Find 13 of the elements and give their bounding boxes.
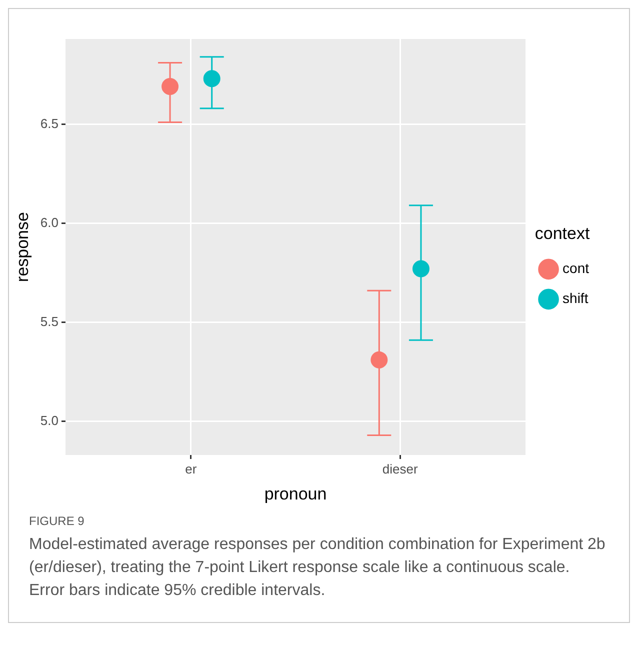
- y-tick-label: 6.0: [40, 214, 58, 230]
- legend-label: shift: [562, 290, 588, 306]
- y-tick-label: 5.5: [40, 314, 58, 329]
- y-tick-label: 6.5: [40, 116, 58, 131]
- y-axis-title: response: [12, 212, 32, 282]
- x-tick-label: er: [185, 461, 198, 476]
- x-tick-label: dieser: [382, 461, 418, 476]
- text: Model-estimated average responses per condition combination for Experiment 2b (er/dieser), treating the 7-point Likert response scale like a continuous scale. Error bars indicate 95% credible intervals.: [29, 535, 606, 601]
- caption: FIGURE 9: [29, 513, 86, 530]
- legend-label: cont: [562, 260, 590, 276]
- x-axis-title: pronoun: [264, 484, 327, 504]
- y-tick-label: 5.0: [40, 412, 58, 428]
- legend-title: context: [534, 224, 590, 243]
